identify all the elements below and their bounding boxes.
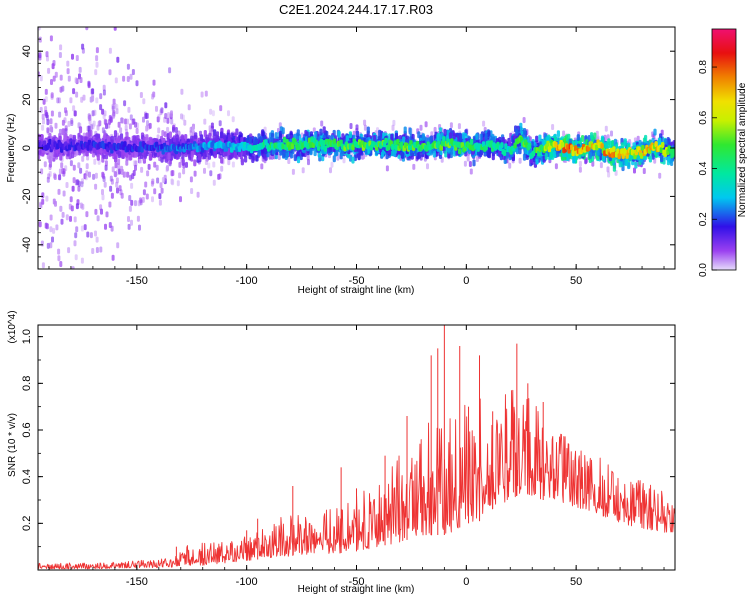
spectrogram-heatmap [38,27,675,269]
snr-y-tick-label: 0.4 [21,469,33,484]
colorbar-tick-label: 0.6 [698,110,709,124]
snr-x-tick-label: -150 [126,576,148,588]
snr-y-tick-label: 0.2 [21,516,33,531]
snr-multiplier-label: (x10^4) [7,310,18,343]
snr-y-axis-label: SNR (10 * v/v) [7,413,18,477]
colorbar-gradient [711,28,737,271]
snr-x-tick-label: -100 [236,576,258,588]
colorbar-tick-label: 0.8 [698,60,709,74]
snr-x-tick-label: 0 [463,576,469,588]
spectrogram-y-axis-label: Frequency (Hz) [6,114,17,183]
spectrogram-y-tick-label: 20 [21,93,33,105]
colorbar-tick-label: 0.0 [698,263,709,277]
colorbar-tick-label: 0.4 [698,161,709,175]
snr-frame [37,324,676,571]
colorbar: 0.0 0.2 0.4 0.6 0.8 Normalized spectral ampl… [698,28,748,277]
snr-y-tick-label: 1.0 [21,329,33,344]
snr-panel: -150 -100 -50 0 50 0.2 0.4 0.6 0.8 1.0 Height of … [7,310,676,595]
spectrogram-x-tick-label: -150 [126,275,148,287]
colorbar-label: Normalized spectral amplitude [737,82,748,217]
snr-series [38,325,675,570]
spectrogram-y-tick-label: -20 [21,188,33,204]
spectrogram-x-tick-label: 50 [570,275,582,287]
snr-x-tick-label: 50 [570,576,582,588]
snr-y-tick-label: 0.6 [21,422,33,437]
spectrogram-frame [37,26,676,270]
spectrogram-x-tick-label: 0 [463,275,469,287]
spectrogram-y-tick-label: -40 [21,237,33,253]
spectrogram-y-tick-label: 0 [21,145,33,151]
snr-x-tick-label: -50 [349,576,365,588]
spectrogram-y-tick-label: 40 [21,45,33,57]
chart-title: C2E1.2024.244.17.17.R03 [279,2,433,17]
spectrogram-x-axis-label: Height of straight line (km) [298,285,415,296]
spectrogram-panel: -150 -100 -50 0 50 -40 -20 0 20 40 Height of stra… [6,26,676,296]
snr-y-tick-label: 0.8 [21,376,33,391]
colorbar-tick-label: 0.2 [698,212,709,226]
spectrogram-x-tick-label: -100 [236,275,258,287]
snr-x-axis-label: Height of straight line (km) [298,584,415,595]
spectrogram-x-tick-label: -50 [349,275,365,287]
